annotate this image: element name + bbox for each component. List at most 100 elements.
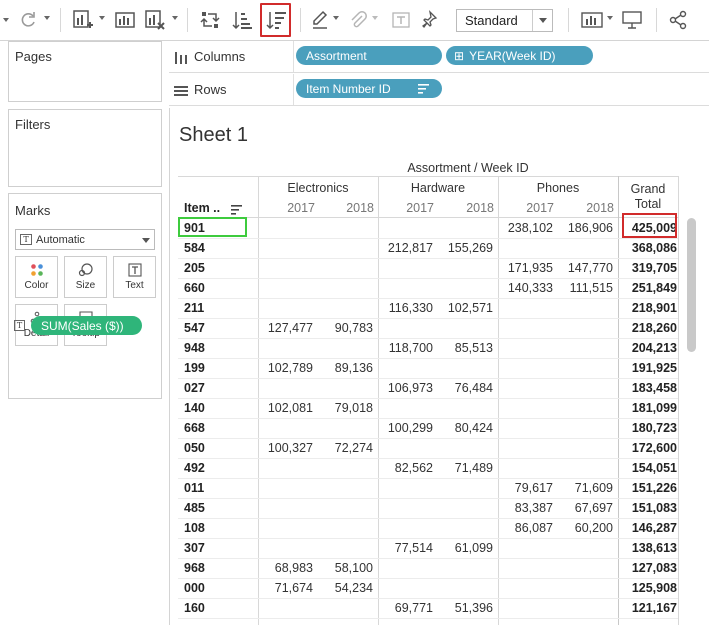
table-cell[interactable]: 51,396: [454, 601, 493, 615]
chevron-down-icon[interactable]: [532, 10, 552, 31]
table-cell[interactable]: 67,697: [574, 501, 613, 515]
grand-total-cell[interactable]: 154,051: [631, 461, 677, 475]
table-cell[interactable]: 80,424: [454, 421, 493, 435]
mark-type-dropdown[interactable]: T Automatic: [15, 229, 155, 250]
row-header-item[interactable]: 668: [184, 421, 205, 435]
row-header-item[interactable]: 485: [184, 501, 205, 515]
grand-total-cell[interactable]: 138,613: [631, 541, 677, 555]
table-cell[interactable]: 106,973: [387, 381, 433, 395]
toolbar-overflow-caret[interactable]: [0, 7, 12, 33]
table-cell[interactable]: 89,136: [334, 361, 373, 375]
row-header-item[interactable]: 948: [184, 341, 205, 355]
grand-total-cell[interactable]: 181,099: [631, 401, 677, 415]
row-header-item[interactable]: 011: [184, 481, 205, 495]
show-me-icon[interactable]: [580, 7, 604, 33]
new-worksheet-icon[interactable]: [112, 7, 138, 33]
size-button[interactable]: Size: [64, 256, 107, 298]
table-cell[interactable]: 79,018: [334, 401, 373, 415]
table-cell[interactable]: 102,571: [447, 301, 493, 315]
row-header-item[interactable]: 547: [184, 321, 205, 335]
table-cell[interactable]: 54,234: [334, 581, 373, 595]
grand-total-cell[interactable]: 204,213: [631, 341, 677, 355]
presentation-icon[interactable]: [620, 7, 644, 33]
new-datasource-caret-icon[interactable]: [99, 16, 105, 20]
sort-ascending-icon[interactable]: [229, 7, 255, 33]
row-header-item[interactable]: 205: [184, 261, 205, 275]
table-cell[interactable]: 100,327: [267, 441, 313, 455]
redo-icon[interactable]: [16, 7, 40, 33]
color-button[interactable]: Color: [15, 256, 58, 298]
table-cell[interactable]: 77,514: [394, 541, 433, 555]
row-header-item[interactable]: 027: [184, 381, 205, 395]
grand-total-cell[interactable]: 127,083: [631, 561, 677, 575]
item-number-id-pill[interactable]: Item Number ID: [296, 79, 442, 98]
highlight-caret-icon[interactable]: [333, 16, 339, 20]
row-header-item[interactable]: 050: [184, 441, 205, 455]
year-electronics-2018[interactable]: 2018: [346, 201, 374, 215]
grand-total-cell[interactable]: 125,908: [631, 581, 677, 595]
filters-card[interactable]: Filters: [8, 109, 162, 187]
expand-icon[interactable]: ⊞: [454, 48, 465, 63]
table-cell[interactable]: 58,100: [334, 561, 373, 575]
attach-caret-icon[interactable]: [372, 16, 378, 20]
columns-shelf[interactable]: Columns Assortment ⊞ YEAR(Week ID): [169, 41, 709, 73]
table-cell[interactable]: 72,274: [334, 441, 373, 455]
grand-total-cell[interactable]: 172,600: [631, 441, 677, 455]
grand-total-cell[interactable]: 368,086: [631, 241, 677, 255]
table-cell[interactable]: 118,700: [388, 341, 433, 355]
share-icon[interactable]: [666, 7, 690, 33]
row-header-sort-icon[interactable]: [231, 202, 243, 220]
clear-sheet-caret-icon[interactable]: [172, 16, 178, 20]
row-header-item[interactable]: 660: [184, 281, 205, 295]
grand-total-cell[interactable]: 425,009: [631, 221, 677, 235]
row-header-item[interactable]: 160: [184, 601, 205, 615]
table-cell[interactable]: 76,484: [454, 381, 493, 395]
highlight-pen-icon[interactable]: [310, 7, 330, 33]
grand-total-cell[interactable]: 151,083: [631, 501, 677, 515]
sum-sales-pill[interactable]: SUM(Sales ($)): [31, 316, 142, 335]
table-cell[interactable]: 147,770: [567, 261, 613, 275]
row-header-item[interactable]: 584: [184, 241, 205, 255]
grand-total-cell[interactable]: 218,901: [631, 301, 677, 315]
grand-total-header[interactable]: Grand Total: [618, 182, 678, 212]
table-cell[interactable]: 100,299: [387, 421, 433, 435]
row-header-item[interactable]: 000: [184, 581, 205, 595]
fit-dropdown[interactable]: Standard: [456, 9, 553, 32]
table-cell[interactable]: 102,081: [267, 401, 313, 415]
row-header-item[interactable]: 108: [184, 521, 205, 535]
attach-icon[interactable]: [346, 7, 370, 33]
row-header-item[interactable]: 140: [184, 401, 205, 415]
table-cell[interactable]: 212,817: [387, 241, 433, 255]
pin-icon[interactable]: [420, 7, 444, 33]
table-cell[interactable]: 71,489: [454, 461, 493, 475]
row-header-item[interactable]: 307: [184, 541, 205, 555]
sort-descending-icon[interactable]: [260, 3, 291, 37]
grand-total-cell[interactable]: 218,260: [631, 321, 677, 335]
table-cell[interactable]: 85,513: [454, 341, 493, 355]
header-electronics[interactable]: Electronics: [287, 181, 349, 195]
table-cell[interactable]: 71,674: [274, 581, 313, 595]
rows-shelf[interactable]: Rows Item Number ID: [169, 74, 709, 106]
table-cell[interactable]: 71,609: [574, 481, 613, 495]
grand-total-cell[interactable]: 191,925: [631, 361, 677, 375]
row-header-item[interactable]: 901: [184, 221, 205, 235]
table-cell[interactable]: 69,771: [394, 601, 433, 615]
year-phones-2017[interactable]: 2017: [526, 201, 554, 215]
grand-total-cell[interactable]: 319,705: [631, 261, 677, 275]
table-cell[interactable]: 82,562: [394, 461, 433, 475]
grand-total-cell[interactable]: 146,287: [631, 521, 677, 535]
row-header-label[interactable]: Item ..: [184, 201, 221, 215]
year-week-id-pill[interactable]: ⊞ YEAR(Week ID): [446, 46, 593, 65]
table-cell[interactable]: 116,330: [388, 301, 433, 315]
table-cell[interactable]: 60,200: [574, 521, 613, 535]
swap-rows-columns-icon[interactable]: [197, 7, 223, 33]
table-cell[interactable]: 68,983: [274, 561, 313, 575]
row-header-item[interactable]: 199: [184, 361, 205, 375]
grand-total-cell[interactable]: 183,458: [631, 381, 677, 395]
table-cell[interactable]: 238,102: [507, 221, 553, 235]
table-cell[interactable]: 90,783: [334, 321, 373, 335]
table-cell[interactable]: 61,099: [454, 541, 493, 555]
grand-total-cell[interactable]: 151,226: [631, 481, 677, 495]
text-label-icon[interactable]: [389, 7, 413, 33]
table-cell[interactable]: 140,333: [507, 281, 553, 295]
